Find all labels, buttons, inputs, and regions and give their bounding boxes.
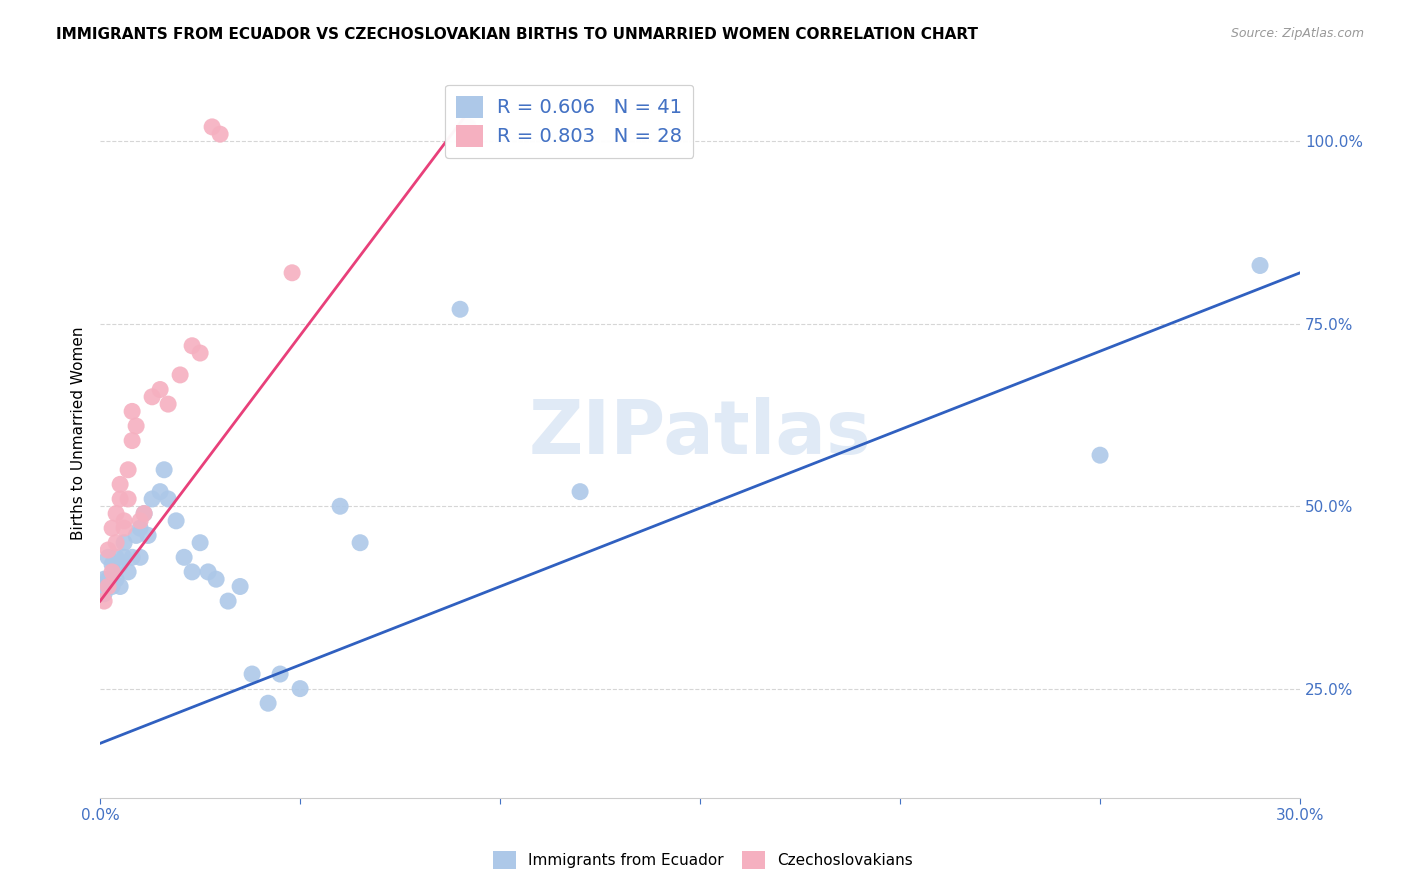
Point	[1088, 448, 1111, 462]
Text: ZIPatlas: ZIPatlas	[529, 397, 872, 470]
Point	[129, 514, 152, 528]
Point	[165, 514, 187, 528]
Point	[257, 696, 280, 710]
Point	[188, 346, 211, 360]
Point	[108, 580, 131, 594]
Point	[149, 383, 172, 397]
Point	[288, 681, 311, 696]
Point	[108, 558, 131, 572]
Point	[97, 580, 120, 594]
Point	[101, 521, 124, 535]
Point	[105, 572, 128, 586]
Point	[112, 535, 135, 549]
Point	[205, 572, 228, 586]
Point	[108, 477, 131, 491]
Point	[181, 339, 204, 353]
Point	[117, 565, 139, 579]
Point	[105, 535, 128, 549]
Point	[112, 521, 135, 535]
Point	[117, 491, 139, 506]
Point	[105, 550, 128, 565]
Point	[569, 484, 592, 499]
Point	[173, 550, 195, 565]
Point	[97, 550, 120, 565]
Point	[93, 587, 115, 601]
Legend: Immigrants from Ecuador, Czechoslovakians: Immigrants from Ecuador, Czechoslovakian…	[486, 845, 920, 875]
Point	[101, 558, 124, 572]
Point	[153, 463, 176, 477]
Point	[141, 390, 163, 404]
Point	[141, 491, 163, 506]
Point	[105, 507, 128, 521]
Y-axis label: Births to Unmarried Women: Births to Unmarried Women	[72, 326, 86, 540]
Point	[93, 594, 115, 608]
Point	[157, 397, 180, 411]
Point	[97, 543, 120, 558]
Point	[101, 580, 124, 594]
Point	[117, 463, 139, 477]
Point	[112, 550, 135, 565]
Point	[121, 434, 143, 448]
Point	[229, 580, 252, 594]
Point	[157, 491, 180, 506]
Point	[209, 127, 232, 141]
Point	[217, 594, 239, 608]
Point	[457, 120, 479, 134]
Point	[281, 266, 304, 280]
Point	[121, 404, 143, 418]
Point	[125, 528, 148, 542]
Point	[129, 521, 152, 535]
Point	[108, 491, 131, 506]
Point	[181, 565, 204, 579]
Point	[449, 302, 471, 317]
Point	[121, 550, 143, 565]
Text: Source: ZipAtlas.com: Source: ZipAtlas.com	[1230, 27, 1364, 40]
Point	[269, 667, 291, 681]
Point	[349, 535, 371, 549]
Point	[201, 120, 224, 134]
Point	[188, 535, 211, 549]
Point	[240, 667, 263, 681]
Point	[169, 368, 191, 382]
Point	[129, 550, 152, 565]
Point	[136, 528, 159, 542]
Point	[134, 507, 156, 521]
Point	[149, 484, 172, 499]
Point	[134, 507, 156, 521]
Point	[112, 514, 135, 528]
Point	[97, 572, 120, 586]
Legend: R = 0.606   N = 41, R = 0.803   N = 28: R = 0.606 N = 41, R = 0.803 N = 28	[446, 85, 693, 158]
Point	[197, 565, 219, 579]
Point	[329, 500, 352, 514]
Text: IMMIGRANTS FROM ECUADOR VS CZECHOSLOVAKIAN BIRTHS TO UNMARRIED WOMEN CORRELATION: IMMIGRANTS FROM ECUADOR VS CZECHOSLOVAKI…	[56, 27, 979, 42]
Point	[93, 572, 115, 586]
Point	[101, 565, 124, 579]
Point	[1249, 259, 1271, 273]
Point	[125, 419, 148, 434]
